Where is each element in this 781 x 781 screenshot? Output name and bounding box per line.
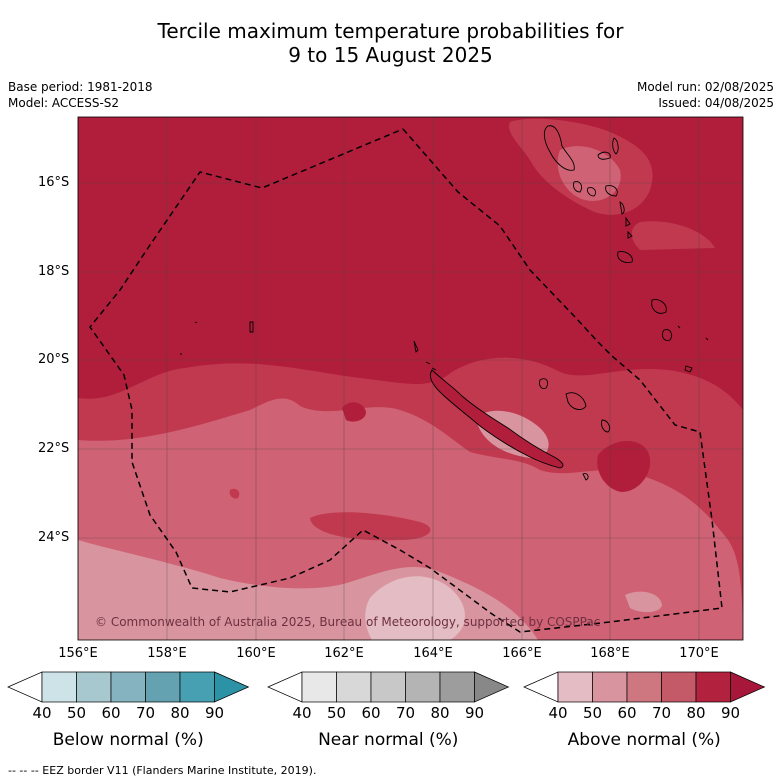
lat-label-20s: 20°S — [38, 352, 70, 367]
lon-label-160e: 160°E — [236, 646, 276, 661]
colorbar-2-segment-4 — [695, 671, 731, 703]
new-caledonia-coastline — [413, 340, 611, 481]
lon-label-162e: 162°E — [324, 646, 364, 661]
colorbar-1-tick-label: 70 — [395, 704, 416, 722]
colorbar-1-tick-label: 60 — [361, 704, 381, 722]
colorbar-1-tick-label: 90 — [464, 704, 485, 722]
lat-label-24s: 24°S — [38, 530, 70, 545]
colorbar-0-segment-0 — [41, 671, 77, 703]
colorbar-2-segment-2 — [626, 671, 662, 703]
colorbar-0-tick-label: 70 — [135, 704, 156, 722]
eez-border — [89, 128, 723, 633]
colorbar-group — [7, 671, 766, 703]
colorbar-2-high-tip — [730, 671, 766, 703]
colorbar-1-tick-label: 50 — [326, 704, 347, 722]
vanuatu-coastline — [543, 125, 709, 373]
eez-legend-note: -- -- -- EEZ border V11 (Flanders Marine… — [8, 764, 317, 777]
colorbar-1-segment-3 — [405, 671, 441, 703]
lon-label-156e: 156°E — [58, 646, 98, 661]
lat-label-22s: 22°S — [38, 441, 70, 456]
colorbar-1-tick-label: 80 — [430, 704, 450, 722]
colorbar-2-segment-3 — [661, 671, 697, 703]
lon-label-166e: 166°E — [502, 646, 542, 661]
colorbar-0-segment-1 — [76, 671, 112, 703]
colorbar-0-segment-3 — [145, 671, 181, 703]
colorbar-2-tick-label: 40 — [548, 704, 568, 722]
colorbar-0-tick-label: 80 — [170, 704, 190, 722]
colorbar-2-tick-label: 70 — [651, 704, 672, 722]
colorbar-1-title: Near normal (%) — [318, 730, 459, 750]
lon-label-168e: 168°E — [590, 646, 630, 661]
model-run: Model run: 02/08/2025 — [636, 80, 774, 94]
lon-label-158e: 158°E — [147, 646, 187, 661]
colorbar-1-segment-4 — [439, 671, 475, 703]
colorbar-0-high-tip — [214, 671, 250, 703]
reef-islands — [180, 321, 254, 355]
lat-label-16s: 16°S — [38, 175, 70, 190]
colorbar-0-tick-label: 90 — [204, 704, 225, 722]
colorbar-2-title: Above normal (%) — [567, 730, 721, 750]
map-title-line1: Tercile maximum temperature probabilitie… — [157, 19, 624, 43]
lon-label-170e: 170°E — [679, 646, 719, 661]
map-frame — [77, 116, 744, 641]
model-name: Model: ACCESS-S2 — [8, 96, 120, 110]
colorbar-1-tick-label: 40 — [292, 704, 312, 722]
lon-label-164e: 164°E — [413, 646, 453, 661]
copyright-notice: © Commonwealth of Australia 2025, Bureau… — [95, 615, 601, 629]
colorbar-0-tick-label: 40 — [32, 704, 52, 722]
probability-shading — [78, 117, 743, 640]
lat-label-18s: 18°S — [38, 264, 70, 279]
colorbar-0-tick-label: 60 — [101, 704, 121, 722]
colorbar-0-title: Below normal (%) — [52, 730, 204, 750]
colorbar-1-low-tip — [267, 671, 303, 703]
colorbar-1-segment-2 — [370, 671, 406, 703]
issued-date: Issued: 04/08/2025 — [658, 96, 774, 110]
colorbar-2-segment-0 — [557, 671, 593, 703]
colorbar-1-segment-0 — [301, 671, 337, 703]
colorbar-0-segment-4 — [179, 671, 215, 703]
colorbar-1-segment-1 — [336, 671, 372, 703]
colorbar-2-tick-label: 90 — [720, 704, 741, 722]
colorbar-1-high-tip — [474, 671, 510, 703]
colorbar-2-tick-label: 60 — [617, 704, 637, 722]
colorbar-2-tick-label: 80 — [686, 704, 706, 722]
colorbar-2-low-tip — [523, 671, 559, 703]
colorbar-2-segment-1 — [592, 671, 628, 703]
colorbar-0-tick-label: 50 — [66, 704, 87, 722]
colorbar-0-segment-2 — [110, 671, 146, 703]
map-title-line2: 9 to 15 August 2025 — [288, 43, 493, 67]
base-period: Base period: 1981-2018 — [8, 80, 153, 94]
colorbar-2-tick-label: 50 — [582, 704, 603, 722]
colorbar-0-low-tip — [7, 671, 43, 703]
